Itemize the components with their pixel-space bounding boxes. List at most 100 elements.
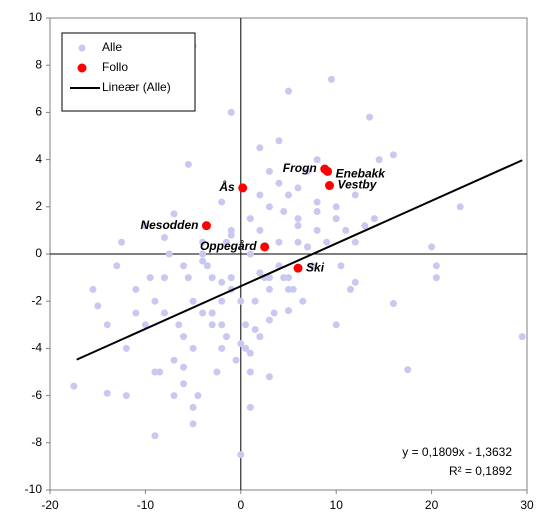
point xyxy=(118,238,126,246)
point xyxy=(199,238,207,246)
point xyxy=(227,108,235,116)
point xyxy=(294,238,302,246)
point xyxy=(180,262,188,270)
point xyxy=(246,250,254,258)
point xyxy=(251,326,259,334)
point xyxy=(308,262,316,270)
point xyxy=(132,309,140,317)
legend-label: Lineær (Alle) xyxy=(102,80,171,94)
point xyxy=(293,263,303,273)
point xyxy=(218,321,226,329)
point-label: Ås xyxy=(218,180,235,194)
point xyxy=(170,356,178,364)
point xyxy=(332,215,340,223)
point xyxy=(332,321,340,329)
point xyxy=(285,285,292,293)
point xyxy=(313,198,321,206)
point xyxy=(294,222,302,230)
point xyxy=(227,231,235,239)
point xyxy=(304,167,312,175)
point xyxy=(361,222,369,230)
point xyxy=(389,151,397,159)
legend-marker xyxy=(78,44,86,52)
point xyxy=(294,184,302,192)
point xyxy=(218,297,226,305)
point xyxy=(342,226,350,234)
point-label: Vestby xyxy=(338,178,378,192)
point xyxy=(151,432,159,440)
point xyxy=(304,243,312,251)
point xyxy=(218,344,226,352)
point xyxy=(170,392,178,400)
point xyxy=(213,368,221,376)
point xyxy=(327,75,335,83)
point xyxy=(203,262,211,270)
point xyxy=(285,191,292,199)
point xyxy=(122,344,130,352)
point xyxy=(323,238,331,246)
point xyxy=(242,344,250,352)
point xyxy=(103,321,111,329)
y-tick-label: -2 xyxy=(31,293,42,307)
point xyxy=(370,215,378,223)
trend-line xyxy=(76,159,523,361)
point xyxy=(180,333,188,341)
point xyxy=(256,226,264,234)
point xyxy=(432,274,440,282)
point xyxy=(313,156,321,164)
point xyxy=(270,309,278,317)
point xyxy=(141,222,149,230)
point xyxy=(351,238,359,246)
point xyxy=(227,274,235,282)
point xyxy=(180,380,188,388)
point xyxy=(103,389,111,397)
y-tick-label: 6 xyxy=(35,105,42,119)
point-label: Nesodden xyxy=(140,218,198,232)
point xyxy=(285,87,292,95)
point xyxy=(389,300,397,308)
point xyxy=(265,285,273,293)
point xyxy=(251,297,259,305)
point xyxy=(70,382,78,390)
point xyxy=(189,297,197,305)
point xyxy=(151,297,159,305)
point xyxy=(175,321,183,329)
point xyxy=(275,137,283,145)
point xyxy=(456,203,464,211)
point xyxy=(332,203,340,211)
point xyxy=(275,179,283,187)
point xyxy=(201,221,211,231)
point xyxy=(132,285,140,293)
legend-marker xyxy=(77,63,87,73)
point xyxy=(184,274,192,282)
point xyxy=(222,238,230,246)
x-tick-label: -20 xyxy=(41,498,59,512)
point-label: Ski xyxy=(306,260,325,274)
point xyxy=(122,392,130,400)
point xyxy=(351,278,359,286)
point xyxy=(160,274,168,282)
point xyxy=(180,363,188,371)
y-tick-label: -10 xyxy=(25,482,43,496)
point xyxy=(285,307,292,315)
point xyxy=(366,113,374,121)
y-tick-label: 10 xyxy=(29,10,43,24)
point xyxy=(351,191,359,199)
point xyxy=(265,167,273,175)
point xyxy=(237,340,245,348)
point xyxy=(256,333,264,341)
point xyxy=(428,243,436,251)
point xyxy=(325,181,335,191)
y-tick-label: 2 xyxy=(35,199,42,213)
point xyxy=(260,242,270,252)
point xyxy=(347,285,355,293)
x-tick-label: 10 xyxy=(330,498,344,512)
point xyxy=(113,262,121,270)
point xyxy=(199,309,207,317)
point xyxy=(189,344,197,352)
point-label: Frogn xyxy=(283,161,317,175)
point xyxy=(265,203,273,211)
point xyxy=(218,198,226,206)
point xyxy=(208,309,216,317)
point xyxy=(518,333,526,341)
